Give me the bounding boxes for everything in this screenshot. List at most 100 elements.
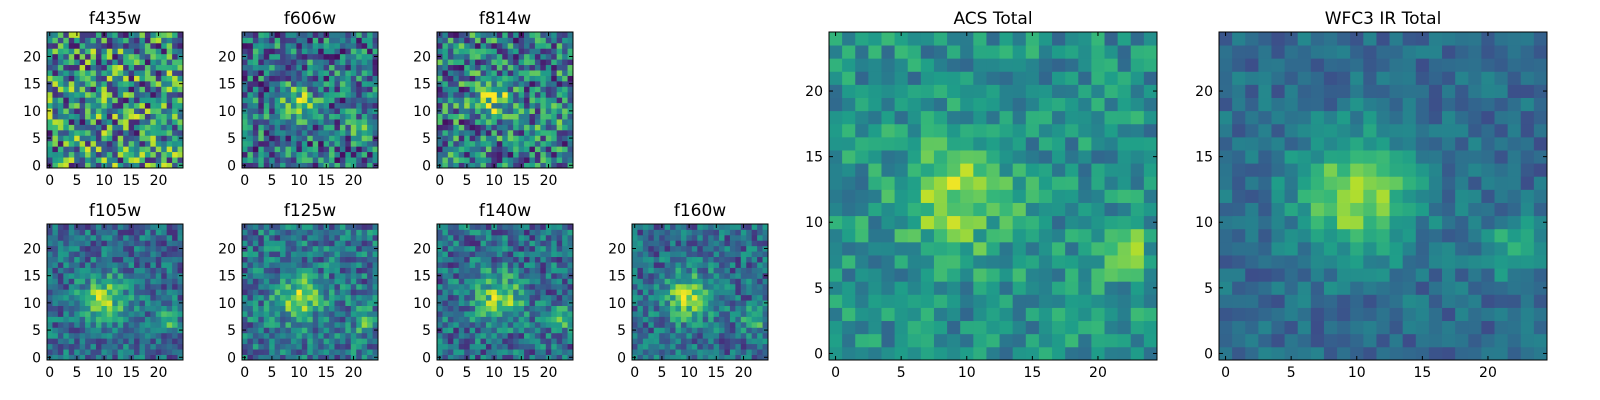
heatmap-cell <box>128 245 135 252</box>
heatmap-cell <box>123 224 129 230</box>
heatmap-cell <box>356 256 363 263</box>
heatmap-cell <box>329 229 335 236</box>
heatmap-cell <box>746 224 753 230</box>
heatmap-cell <box>290 48 297 55</box>
heatmap-cell <box>177 349 184 355</box>
heatmap-cell <box>112 283 119 290</box>
heatmap-cell <box>485 267 492 274</box>
heatmap-cell <box>318 278 324 285</box>
heatmap-cell <box>659 267 666 274</box>
heatmap-cell <box>653 289 660 296</box>
heatmap-cell <box>1038 255 1053 269</box>
heatmap-cell <box>144 234 151 241</box>
heatmap-cell <box>496 343 503 350</box>
heatmap-cell <box>144 53 151 60</box>
heatmap-cell <box>263 59 270 66</box>
heatmap-cell <box>447 102 454 109</box>
heatmap-cell <box>458 75 465 82</box>
heatmap-cell <box>361 278 368 285</box>
heatmap-cell <box>339 289 346 296</box>
heatmap-cell <box>540 327 547 334</box>
heatmap-cell <box>318 289 324 296</box>
heatmap-cell <box>562 240 568 247</box>
heatmap-cell <box>691 349 698 355</box>
heatmap-cell <box>101 124 108 131</box>
heatmap-cell <box>79 240 86 247</box>
heatmap-cell <box>680 256 687 263</box>
heatmap-cell <box>345 91 352 98</box>
heatmap-cell <box>545 289 552 296</box>
heatmap-cell <box>894 333 909 348</box>
heatmap-cell <box>664 300 671 306</box>
heatmap-cell <box>263 229 270 236</box>
heatmap-cell <box>507 108 514 114</box>
heatmap-cell <box>63 146 70 153</box>
heatmap-cell <box>85 294 91 301</box>
heatmap-cell <box>894 228 909 243</box>
heatmap-cell <box>894 176 909 190</box>
heatmap-cell <box>150 113 157 120</box>
heatmap-cell <box>855 268 869 282</box>
heatmap-cell <box>702 349 709 355</box>
heatmap-cell <box>258 119 265 125</box>
heatmap-cell <box>161 108 168 114</box>
heatmap-cell <box>339 162 346 169</box>
heatmap-cell <box>345 80 352 87</box>
heatmap-cell <box>556 338 563 345</box>
heatmap-cell <box>90 305 97 312</box>
heatmap-cell <box>274 108 281 114</box>
heatmap-cell <box>453 321 460 328</box>
heatmap-cell <box>134 48 140 55</box>
heatmap-cell <box>524 64 530 71</box>
heatmap-cell <box>469 108 476 114</box>
heatmap-cell <box>144 146 151 153</box>
heatmap-cell <box>329 316 335 323</box>
heatmap-cell <box>74 42 81 49</box>
heatmap-cell <box>139 245 146 252</box>
heatmap-cell <box>166 245 173 252</box>
heatmap-cell <box>161 113 168 120</box>
heatmap-cell <box>524 75 530 82</box>
heatmap-cell <box>95 70 102 76</box>
heatmap-cell <box>491 86 498 93</box>
heatmap-cell <box>117 32 124 38</box>
heatmap-cell <box>63 305 70 312</box>
heatmap-cell <box>453 272 460 279</box>
heatmap-cell <box>475 311 481 317</box>
heatmap-cell <box>729 240 736 247</box>
heatmap-cell <box>361 146 368 153</box>
heatmap-cell <box>166 53 173 60</box>
heatmap-cell <box>502 262 509 268</box>
heatmap-cell <box>334 294 341 301</box>
heatmap-cell <box>648 240 655 247</box>
heatmap-cell <box>123 64 129 71</box>
heatmap-cell <box>686 262 693 268</box>
heatmap-cell <box>161 157 168 163</box>
heatmap-cell <box>52 283 59 290</box>
heatmap-cell <box>242 146 248 153</box>
heatmap-cell <box>485 53 492 60</box>
heatmap-cell <box>491 256 498 263</box>
heatmap-cell <box>562 135 568 142</box>
heatmap-cell <box>247 327 254 334</box>
heatmap-cell <box>361 129 368 136</box>
heatmap-cell <box>112 354 119 361</box>
heatmap-cell <box>724 343 731 350</box>
heatmap-cell <box>855 176 869 190</box>
heatmap-cell <box>475 53 481 60</box>
heatmap-cell <box>469 59 476 66</box>
heatmap-cell <box>447 305 454 312</box>
heatmap-cell <box>128 129 135 136</box>
heatmap-cell <box>469 251 476 258</box>
heatmap-cell <box>729 289 736 296</box>
heatmap-cell <box>247 102 254 109</box>
heatmap-cell <box>507 332 514 339</box>
heatmap-cell <box>480 42 487 49</box>
heatmap-cell <box>458 113 465 120</box>
heatmap-cell <box>372 332 379 339</box>
heatmap-cell <box>85 135 91 142</box>
heatmap-cell <box>263 338 270 345</box>
heatmap-cell <box>894 189 909 203</box>
